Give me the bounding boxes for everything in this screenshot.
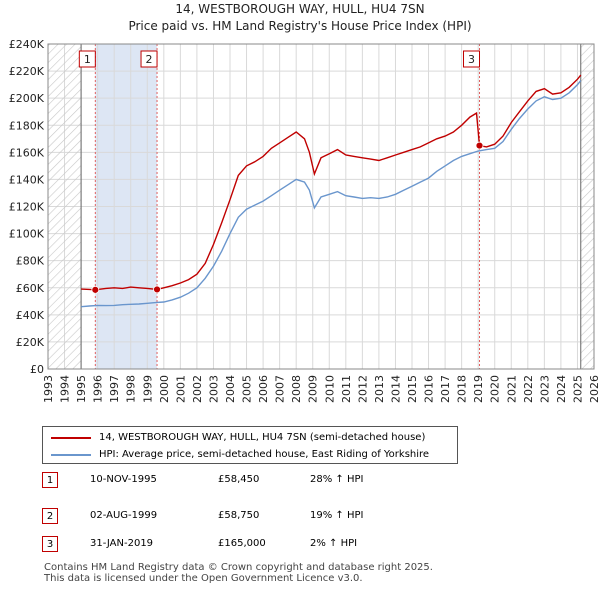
sale-label-box — [78, 50, 96, 68]
x-tick-label: 2011 — [340, 375, 353, 403]
x-tick-label: 2002 — [191, 375, 204, 403]
x-tick-label: 2024 — [555, 375, 568, 403]
sale-hpi-diff: 2% ↑ HPI — [310, 538, 358, 549]
legend-swatch-hpi — [51, 453, 91, 456]
y-tick-label: £120K — [9, 201, 45, 214]
x-tick-label: 2001 — [174, 375, 187, 403]
y-tick-label: £140K — [9, 173, 45, 186]
sale-label-box — [463, 50, 481, 68]
sale-point-marker — [475, 141, 484, 150]
y-tick-label: £160K — [9, 146, 45, 159]
y-tick-label: £40K — [16, 309, 45, 322]
footer: Contains HM Land Registry data © Crown c… — [44, 562, 433, 584]
x-tick-label: 2005 — [241, 375, 254, 403]
x-tick-label: 2021 — [505, 375, 518, 403]
sale-date: 02-AUG-1999 — [90, 510, 158, 521]
y-tick-label: £220K — [9, 65, 45, 78]
hatched-region-left — [48, 44, 82, 369]
sale-date: 10-NOV-1995 — [90, 474, 157, 485]
y-tick-label: £100K — [9, 228, 45, 241]
x-tick-label: 2018 — [456, 375, 469, 403]
footer-copyright: Contains HM Land Registry data © Crown c… — [44, 562, 433, 573]
x-tick-label: 1995 — [75, 375, 88, 403]
y-tick-label: £200K — [9, 92, 45, 105]
sale-label-number: 1 — [84, 53, 91, 66]
sale-point-marker — [91, 285, 100, 294]
x-tick-label: 2022 — [522, 375, 535, 403]
x-tick-label: 1993 — [42, 375, 55, 403]
y-tick-label: £20K — [16, 336, 45, 349]
price-chart: 14, WESTBOROUGH WAY, HULL, HU4 7SN Price… — [9, 2, 600, 403]
legend-item-hpi: HPI: Average price, semi-detached house,… — [51, 446, 429, 463]
legend-item-property: 14, WESTBOROUGH WAY, HULL, HU4 7SN (semi… — [51, 429, 425, 446]
y-tick-label: £80K — [16, 255, 45, 268]
x-tick-label: 2008 — [290, 375, 303, 403]
x-tick-label: 2025 — [571, 375, 584, 403]
legend: 14, WESTBOROUGH WAY, HULL, HU4 7SN (semi… — [42, 426, 458, 464]
sale-price: £58,750 — [218, 510, 260, 521]
table-row: 3 31-JAN-2019 £165,000 2% ↑ HPI — [42, 536, 462, 554]
x-tick-label: 2012 — [356, 375, 369, 403]
chart-title: 14, WESTBOROUGH WAY, HULL, HU4 7SN — [175, 2, 424, 16]
sale-price: £165,000 — [218, 538, 266, 549]
x-tick-label: 2019 — [472, 375, 485, 403]
x-tick-label: 2004 — [224, 375, 237, 403]
y-tick-label: £180K — [9, 119, 45, 132]
sale-number-badge: 3 — [42, 536, 58, 552]
x-tick-label: 2009 — [307, 375, 320, 403]
sale-hpi-diff: 19% ↑ HPI — [310, 510, 364, 521]
x-tick-label: 1994 — [59, 375, 72, 403]
sale-label-number: 2 — [146, 53, 153, 66]
sale-label-box — [140, 50, 158, 68]
sale-number-badge: 1 — [42, 472, 58, 488]
x-tick-label: 1998 — [125, 375, 138, 403]
x-tick-label: 2007 — [274, 375, 287, 403]
chart-subtitle: Price paid vs. HM Land Registry's House … — [128, 19, 471, 33]
sale-price: £58,450 — [218, 474, 260, 485]
x-tick-label: 2016 — [423, 375, 436, 403]
x-tick-label: 2003 — [207, 375, 220, 403]
sale-date: 31-JAN-2019 — [90, 538, 154, 549]
x-tick-label: 2014 — [389, 375, 402, 403]
table-row: 2 02-AUG-1999 £58,750 19% ↑ HPI — [42, 508, 462, 526]
x-tick-label: 2015 — [406, 375, 419, 403]
x-tick-label: 1996 — [92, 375, 105, 403]
x-tick-label: 2017 — [439, 375, 452, 403]
y-tick-label: £240K — [9, 38, 45, 51]
x-tick-label: 2013 — [373, 375, 386, 403]
plot-border — [47, 43, 595, 370]
x-tick-label: 1997 — [108, 375, 121, 403]
x-tick-label: 2020 — [489, 375, 502, 403]
sale-number-badge: 2 — [42, 508, 58, 524]
sale-label-number: 3 — [468, 53, 475, 66]
x-tick-label: 2006 — [257, 375, 270, 403]
table-row: 1 10-NOV-1995 £58,450 28% ↑ HPI — [42, 472, 462, 490]
sale-point-marker — [153, 285, 161, 294]
property-series-line — [81, 74, 582, 291]
x-tick-label: 2010 — [323, 375, 336, 403]
footer-licence: This data is licensed under the Open Gov… — [44, 573, 363, 584]
legend-label-hpi: HPI: Average price, semi-detached house,… — [99, 449, 430, 460]
x-tick-label: 1999 — [141, 375, 154, 403]
legend-swatch-property — [51, 436, 91, 439]
legend-label-property: 14, WESTBOROUGH WAY, HULL, HU4 7SN (semi… — [99, 432, 426, 443]
sale-hpi-diff: 28% ↑ HPI — [310, 474, 364, 485]
y-tick-label: £60K — [16, 282, 45, 295]
x-tick-label: 2000 — [158, 375, 171, 403]
x-tick-label: 2026 — [588, 375, 600, 403]
x-tick-label: 2023 — [538, 375, 551, 403]
hatched-region-right — [580, 44, 594, 369]
y-tick-label: £0 — [30, 363, 44, 376]
hpi-series-line — [81, 80, 582, 308]
